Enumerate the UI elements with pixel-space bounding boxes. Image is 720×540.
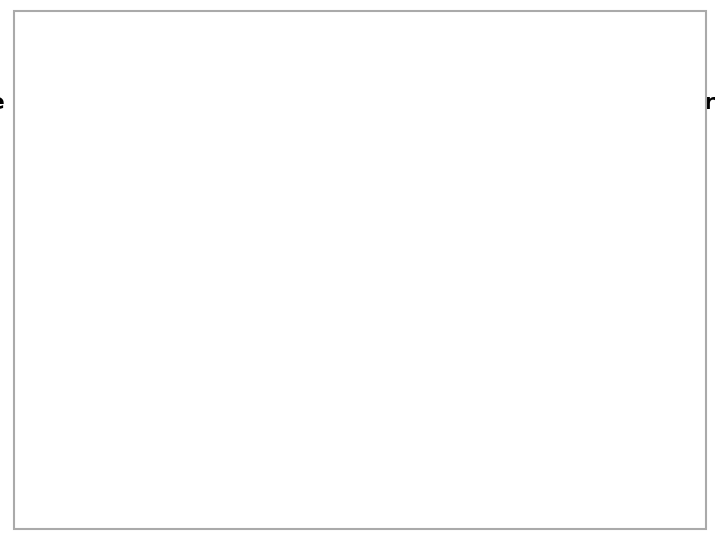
Text: 14: 14 [422, 306, 453, 326]
Text: True: True [315, 404, 405, 438]
Text: True or false? The fractions have been placed on the number line: True or false? The fractions have been p… [0, 92, 720, 113]
Text: 0: 0 [158, 328, 176, 352]
Text: Varied Fluency 4: Varied Fluency 4 [297, 28, 423, 43]
Text: 5: 5 [399, 354, 415, 375]
Text: 5: 5 [506, 354, 522, 375]
Text: accurately.: accurately. [291, 146, 429, 167]
Text: 1: 1 [399, 306, 415, 326]
Text: 9: 9 [506, 306, 522, 326]
Text: 10: 10 [421, 354, 453, 375]
Text: 12: 12 [267, 306, 298, 326]
Text: 1: 1 [382, 330, 398, 350]
Text: 2: 2 [544, 328, 562, 352]
Text: 20: 20 [267, 354, 298, 375]
